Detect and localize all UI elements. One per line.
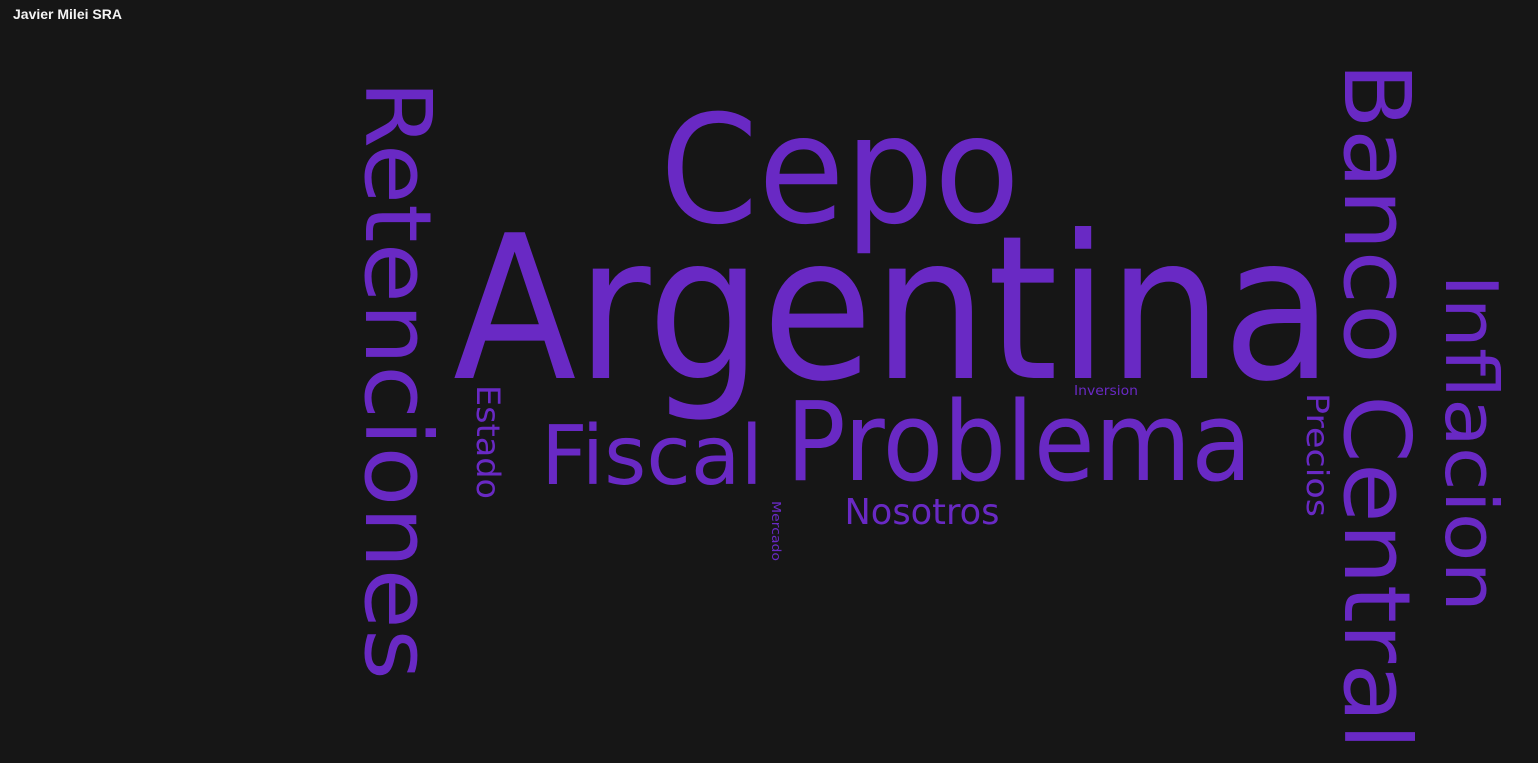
word-retenciones[interactable]: Retenciones	[344, 80, 451, 680]
word-fiscal[interactable]: Fiscal	[541, 409, 763, 504]
word-cepo[interactable]: Cepo	[660, 84, 1020, 258]
word-mercado[interactable]: Mercado	[769, 501, 783, 561]
word-problema[interactable]: Problema	[786, 378, 1252, 506]
word-banco-central[interactable]: Banco Central	[1323, 62, 1430, 750]
word-argentina[interactable]: Argentina	[453, 193, 1333, 426]
word-nosotros[interactable]: Nosotros	[845, 492, 1000, 533]
page-title: Javier Milei SRA	[13, 6, 122, 22]
word-precios[interactable]: Precios	[1299, 393, 1334, 517]
word-estado[interactable]: Estado	[469, 385, 507, 499]
word-inflacion[interactable]: Inflacion	[1429, 274, 1513, 612]
word-inversion[interactable]: Inversion	[1074, 384, 1138, 399]
